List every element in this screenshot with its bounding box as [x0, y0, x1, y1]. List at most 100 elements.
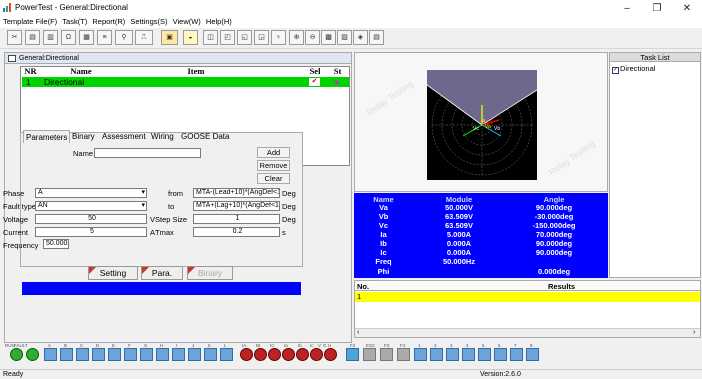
- save-icon[interactable]: ▥: [43, 30, 58, 45]
- menu-template-file[interactable]: Template File(F): [3, 17, 58, 26]
- boundary-line: [481, 89, 538, 126]
- current-input[interactable]: 5: [35, 227, 147, 237]
- checkbox-icon[interactable]: ✓: [612, 67, 619, 74]
- maximize-icon[interactable]: ❐: [652, 3, 662, 14]
- values-cell: Vc: [378, 221, 389, 230]
- col-sel: Sel: [309, 66, 321, 76]
- watermark: Relay Testing: [365, 78, 415, 118]
- menu-settings[interactable]: Settings(S): [130, 17, 168, 26]
- binary-input-icon: [44, 348, 57, 361]
- run-led-icon: [10, 348, 23, 361]
- aux-label: 3: [450, 343, 453, 348]
- menu-report[interactable]: Report(R): [92, 17, 126, 26]
- stop-icon[interactable]: [363, 348, 376, 361]
- book-icon[interactable]: ▣: [161, 30, 178, 45]
- para-button[interactable]: Para.: [141, 266, 183, 280]
- list-icon[interactable]: ≡: [97, 30, 112, 45]
- values-cell: 90.000deg: [535, 248, 573, 257]
- frequency-input[interactable]: 50.000Hz: [43, 239, 69, 249]
- tab-parameters[interactable]: Parameters: [23, 130, 71, 143]
- clear-button[interactable]: Clear: [257, 173, 290, 184]
- iec-icon[interactable]: ⎍: [135, 30, 153, 45]
- pause-icon[interactable]: [380, 348, 393, 361]
- wave-icon[interactable]: ◒: [183, 30, 198, 45]
- tmax-input[interactable]: 0.2: [193, 227, 280, 237]
- flag-icon: [89, 267, 96, 274]
- minimize-icon[interactable]: –: [624, 3, 630, 14]
- aux-label: 4: [466, 343, 469, 348]
- chevron-down-icon: ▾: [141, 189, 145, 196]
- aux-output-icon: [478, 348, 491, 361]
- col-results: Results: [548, 282, 576, 291]
- menu-view[interactable]: View(W): [172, 17, 201, 26]
- scroll-right-icon[interactable]: ›: [693, 329, 696, 336]
- binary-button[interactable]: Binary: [187, 266, 233, 280]
- undo-icon[interactable]: Ω: [61, 30, 76, 45]
- tab-goose-data[interactable]: GOOSE Data: [181, 132, 230, 141]
- progress-bar: [22, 282, 301, 295]
- layout4-icon[interactable]: ◲: [254, 30, 269, 45]
- tab-binary[interactable]: Binary: [72, 132, 95, 141]
- task-item[interactable]: ✓ Directional: [612, 64, 655, 74]
- export-icon[interactable]: ◈: [353, 30, 368, 45]
- open-icon[interactable]: ▤: [25, 30, 40, 45]
- voltage-input[interactable]: 50: [35, 214, 147, 224]
- scroll-left-icon[interactable]: ‹: [357, 329, 360, 336]
- run-label: RUN: [5, 343, 15, 348]
- close-icon[interactable]: ✕: [682, 3, 692, 14]
- ping-icon[interactable]: ⚲: [115, 30, 133, 45]
- print-icon[interactable]: ▦: [79, 30, 94, 45]
- add-button[interactable]: Add: [257, 147, 290, 158]
- version-text: Version:2.6.0: [480, 371, 521, 378]
- values-cell: 50.000V: [445, 203, 473, 212]
- aux-label: 1: [418, 343, 421, 348]
- results-header: No. Results: [355, 281, 700, 291]
- layout3-icon[interactable]: ◱: [237, 30, 252, 45]
- bin-label: L: [224, 343, 227, 348]
- step-size-unit: Deg: [282, 215, 296, 224]
- bin-label: H: [160, 343, 164, 348]
- output-led-icon: [296, 348, 309, 361]
- results-panel: No. Results 1 ‹ ›: [354, 280, 701, 338]
- setting-button[interactable]: Setting: [88, 266, 138, 280]
- step-icon[interactable]: [397, 348, 410, 361]
- play-icon[interactable]: [346, 348, 359, 361]
- binary-input-icon: [172, 348, 185, 361]
- tab-wiring[interactable]: Wiring: [151, 132, 174, 141]
- menu-task[interactable]: Task(T): [62, 17, 88, 26]
- aux-output-icon: [494, 348, 507, 361]
- doc-icon[interactable]: ▤: [369, 30, 384, 45]
- from-input[interactable]: MTA-(Lead+10)*(AngDef<1)-: [193, 188, 280, 198]
- grid-icon[interactable]: ▩: [321, 30, 336, 45]
- key-label: F3: [384, 343, 390, 348]
- output-led-icon: [282, 348, 295, 361]
- tab-assessment[interactable]: Assessment: [102, 132, 146, 141]
- polar-label-va: Va: [485, 124, 491, 130]
- fault-type-select[interactable]: AN ▾: [35, 201, 147, 211]
- phase-select[interactable]: A ▾: [35, 188, 147, 198]
- key-label: F4: [400, 343, 406, 348]
- results-row[interactable]: 1: [355, 292, 700, 302]
- name-input[interactable]: [94, 148, 201, 158]
- bulb-icon[interactable]: ♀: [271, 30, 286, 45]
- current-label: Current: [3, 228, 29, 237]
- zoom-out-icon[interactable]: ⊖: [305, 30, 320, 45]
- to-input[interactable]: MTA+(Lag+10)*(AngDef<1)+: [193, 201, 280, 211]
- toolbar: ✂ ▤ ▥ Ω ▦ ≡ ⚲ ⎍ ▣ ◒ ◫ ◰ ◱ ◲ ♀ ⊕ ⊖ ▩ ▨ ◈ …: [0, 28, 702, 49]
- remove-button[interactable]: Remove: [257, 160, 290, 171]
- step-size-input[interactable]: 1: [193, 214, 280, 224]
- values-cell: -150.000deg: [532, 221, 576, 230]
- horizontal-scrollbar[interactable]: ‹ ›: [355, 328, 700, 337]
- layout2-icon[interactable]: ◰: [220, 30, 235, 45]
- bin-label: I: [176, 343, 178, 348]
- new-icon[interactable]: ✂: [7, 30, 22, 45]
- layout1-icon[interactable]: ◫: [203, 30, 218, 45]
- table-row[interactable]: 1 Directional ✔ ●: [22, 77, 349, 87]
- zoom-in-icon[interactable]: ⊕: [289, 30, 304, 45]
- out-label: G: [323, 343, 327, 348]
- col-name: Name: [70, 66, 92, 76]
- menu-help[interactable]: Help(H): [205, 17, 232, 26]
- chart-icon[interactable]: ▨: [337, 30, 352, 45]
- row-sel-checkbox[interactable]: ✔: [309, 78, 320, 86]
- polar-diagram: Ia Va Vc Vb: [426, 70, 538, 180]
